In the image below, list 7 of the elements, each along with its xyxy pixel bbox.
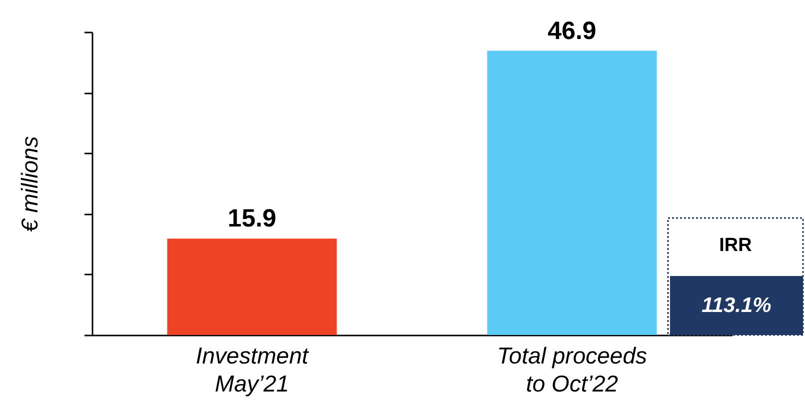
y-axis-title: € millions	[16, 136, 42, 232]
data-label: 46.9	[548, 16, 596, 45]
data-label: 15.9	[228, 204, 276, 233]
x-tick-label: Total proceeds to Oct’22	[496, 342, 648, 396]
annotation: IRR	[719, 235, 752, 256]
x-tick-label: Investment May’21	[196, 342, 310, 396]
annotation: 113.1%	[702, 294, 772, 317]
